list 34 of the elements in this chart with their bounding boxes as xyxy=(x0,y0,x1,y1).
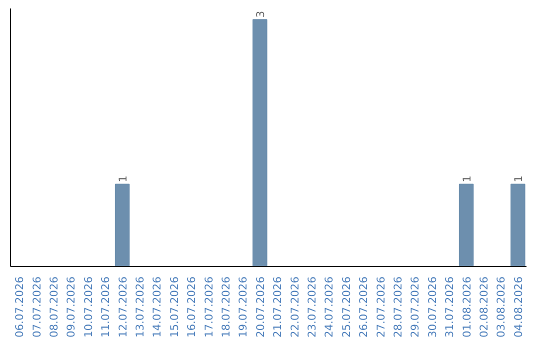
x-tick-label: 14.07.2026 xyxy=(150,276,164,338)
x-tick-label: 21.07.2026 xyxy=(271,276,284,338)
x-tick-label: 23.07.2026 xyxy=(306,276,318,338)
x-tick-label: 08.07.2026 xyxy=(48,276,60,338)
x-tick-label: 07.07.2026 xyxy=(30,276,44,338)
x-tick-label: 06.07.2026 xyxy=(13,276,26,338)
x-tick-label: 02.08.2026 xyxy=(478,276,490,338)
x-tick-label: 30.07.2026 xyxy=(426,276,439,338)
x-tick-label: 04.08.2026 xyxy=(512,276,525,338)
x-tick-label: 19.07.2026 xyxy=(236,276,250,338)
x-tick-label: 24.07.2026 xyxy=(322,276,336,338)
data-label: 1 xyxy=(512,175,525,182)
x-tick-label: 10.07.2026 xyxy=(82,276,95,338)
x-tick-label: 13.07.2026 xyxy=(134,276,146,338)
x-tick-label: 17.07.2026 xyxy=(202,276,216,338)
x-tick-label: 28.07.2026 xyxy=(392,276,404,338)
x-tick-label: 27.07.2026 xyxy=(374,276,388,338)
x-tick-label: 26.07.2026 xyxy=(357,276,370,338)
x-tick-label: 15.07.2026 xyxy=(168,276,181,338)
x-tick-label: 22.07.2026 xyxy=(288,276,302,338)
data-label: 1 xyxy=(460,175,474,182)
x-tick-label: 11.07.2026 xyxy=(99,276,112,338)
x-tick-label: 25.07.2026 xyxy=(340,276,353,338)
x-tick-label: 31.07.2026 xyxy=(443,276,456,338)
data-label: 3 xyxy=(254,10,267,18)
x-tick-label: 09.07.2026 xyxy=(64,276,78,338)
x-tick-label: 16.07.2026 xyxy=(185,276,198,338)
x-tick-label: 29.07.2026 xyxy=(408,276,422,338)
x-tick-label: 01.08.2026 xyxy=(460,276,474,338)
x-tick-label: 12.07.2026 xyxy=(116,276,130,338)
data-label: 1 xyxy=(116,175,130,182)
x-tick-label: 03.08.2026 xyxy=(494,276,508,338)
x-tick-label: 18.07.2026 xyxy=(220,276,232,338)
x-tick-label: 20.07.2026 xyxy=(254,276,267,338)
